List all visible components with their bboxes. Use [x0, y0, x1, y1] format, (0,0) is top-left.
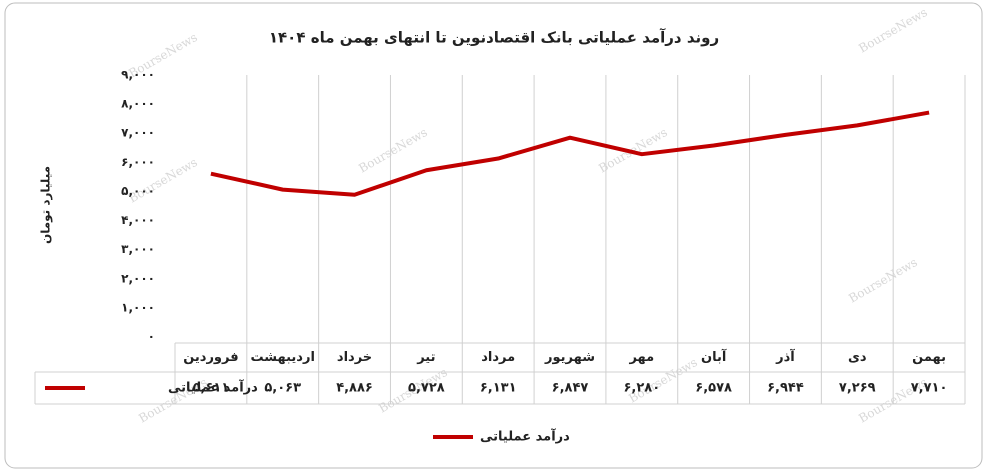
x-tick-label: آذر	[775, 348, 795, 365]
y-tick-label: ۲,۰۰۰	[121, 271, 155, 285]
y-tick-label: ۸,۰۰۰	[121, 97, 155, 111]
legend-label: درآمد عملیاتی	[480, 428, 570, 445]
x-tick-label: مرداد	[481, 350, 515, 365]
table-value: ۶,۸۴۷	[552, 381, 589, 396]
table-row-label: درآمد عملیاتی	[168, 379, 258, 396]
table-value: ۷,۷۱۰	[911, 381, 948, 396]
y-tick-label: ۶,۰۰۰	[121, 155, 155, 169]
x-tick-label: اردیبهشت	[251, 350, 315, 365]
y-axis-label: میلیارد تومان	[39, 166, 54, 244]
x-tick-label: آبان	[701, 348, 727, 365]
y-tick-label: ۳,۰۰۰	[121, 242, 155, 256]
y-tick-label: ۴,۰۰۰	[121, 213, 155, 227]
chart-frame	[4, 2, 983, 469]
x-tick-label: فروردین	[183, 350, 238, 365]
table-value: ۶,۱۳۱	[480, 381, 517, 396]
table-value: ۶,۲۸۰	[623, 381, 660, 396]
chart-title: روند درآمد عملیاتی بانک اقتصادنوین تا ان…	[269, 29, 719, 47]
x-tick-label: بهمن	[912, 350, 946, 365]
x-tick-label: خرداد	[337, 350, 372, 365]
line-series	[210, 110, 930, 197]
table-value: ۶,۵۷۸	[695, 381, 732, 396]
x-tick-label: شهریور	[544, 350, 595, 365]
y-tick-label: ۱,۰۰۰	[121, 300, 155, 314]
y-tick-label: ۰	[148, 330, 155, 344]
table-value: ۶,۹۴۴	[767, 381, 804, 396]
table-value: ۵,۷۲۸	[408, 381, 445, 396]
y-tick-label: ۵,۰۰۰	[121, 184, 155, 198]
table-value: ۵,۶۱۱	[193, 381, 230, 396]
table-value: ۴,۸۸۶	[336, 381, 373, 396]
table-value: ۷,۲۶۹	[839, 381, 876, 396]
y-tick-label: ۷,۰۰۰	[121, 126, 155, 140]
x-tick-label: مهر	[628, 350, 654, 365]
x-tick-label: دی	[848, 350, 867, 365]
table-value: ۵,۰۶۳	[264, 381, 301, 396]
y-tick-label: ۹,۰۰۰	[121, 68, 155, 82]
x-tick-label: تیر	[416, 350, 435, 365]
